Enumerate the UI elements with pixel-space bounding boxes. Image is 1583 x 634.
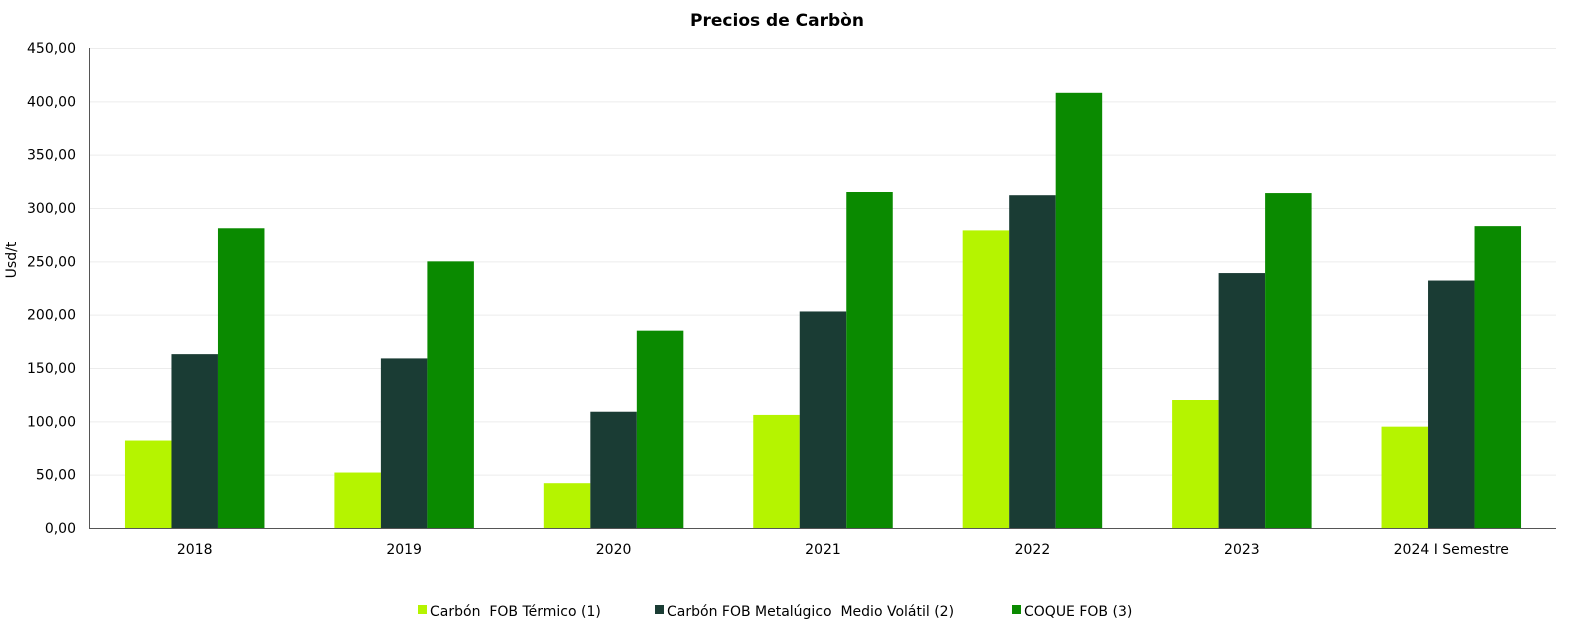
bar	[217, 228, 265, 528]
bar	[1474, 226, 1522, 528]
legend-label: Carbón FOB Metalúgico Medio Volátil (2)	[667, 604, 954, 620]
y-tick-label: 50,00	[36, 468, 76, 484]
bar	[636, 330, 684, 528]
bar	[590, 411, 637, 528]
x-tick-labels: 2018 2019 2020 2021 2022 2023 2024 I Semestre	[177, 542, 1509, 558]
x-tick-label: 2018	[177, 542, 213, 558]
bar	[753, 414, 800, 528]
bar	[1055, 92, 1103, 529]
bar	[1218, 273, 1266, 528]
bars	[124, 92, 1522, 529]
y-tick-label: 100,00	[27, 414, 76, 430]
x-tick-label: 2024 I Semestre	[1394, 542, 1509, 558]
bar	[334, 472, 381, 528]
bar	[380, 358, 428, 528]
bar	[962, 230, 1010, 528]
y-tick-label: 350,00	[27, 148, 76, 164]
x-tick-label: 2021	[805, 542, 841, 558]
y-tick-label: 400,00	[27, 94, 76, 110]
x-tick-label: 2019	[386, 542, 422, 558]
y-tick-label: 250,00	[27, 254, 76, 270]
legend-swatch	[1012, 605, 1021, 614]
legend-label: Carbón FOB Térmico (1)	[430, 604, 601, 620]
x-tick-label: 2023	[1224, 542, 1260, 558]
bar	[427, 261, 474, 528]
bar	[1172, 400, 1219, 528]
y-tick-label: 0,00	[45, 521, 76, 537]
x-tick-label: 2020	[596, 542, 632, 558]
bar	[171, 354, 218, 528]
bar	[1428, 280, 1475, 528]
bar	[799, 311, 847, 528]
bar	[543, 483, 591, 528]
y-tick-label: 150,00	[27, 361, 76, 377]
legend-label: COQUE FOB (3)	[1024, 604, 1132, 620]
bar	[1009, 195, 1056, 528]
legend: Carbón FOB Térmico (1) Carbón FOB Metalúg…	[418, 604, 1132, 620]
y-tick-label: 200,00	[27, 308, 76, 324]
bar	[1381, 426, 1429, 528]
gridlines	[90, 48, 1556, 476]
legend-swatch	[655, 605, 664, 614]
bar	[846, 192, 893, 528]
y-tick-label: 450,00	[27, 41, 76, 57]
y-tick-labels: 0,00 50,00 100,00 150,00 200,00 250,00 300,00 3…	[27, 41, 76, 537]
chart-title: Precios de Carbòn	[690, 11, 864, 31]
y-axis-label: Usd/t	[4, 241, 20, 278]
bar	[1265, 193, 1312, 529]
x-tick-label: 2022	[1015, 542, 1051, 558]
legend-swatch	[418, 605, 427, 614]
bar	[124, 440, 172, 528]
y-tick-label: 300,00	[27, 201, 76, 217]
